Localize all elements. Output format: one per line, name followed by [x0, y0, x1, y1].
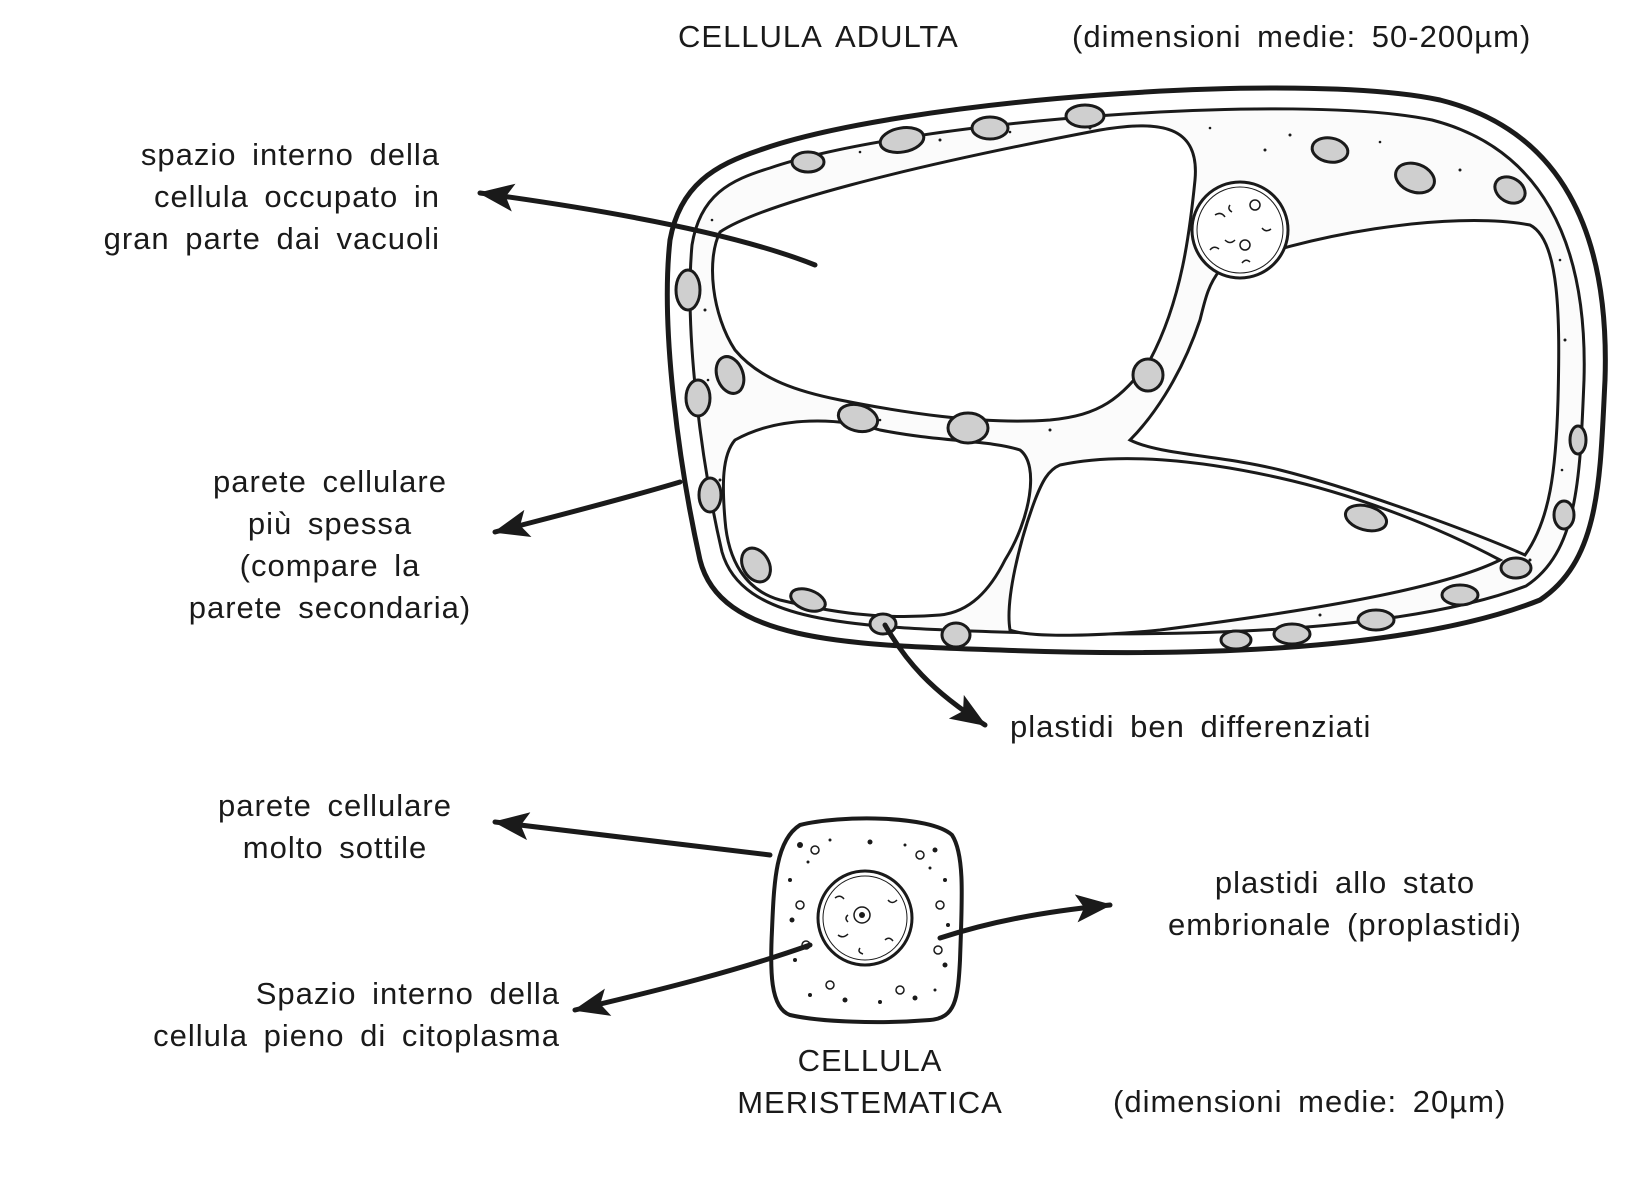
adult-plastids [674, 103, 1588, 651]
adult-cell-title: CELLULA ADULTA [678, 16, 959, 58]
meristem-nucleus [816, 869, 914, 967]
adult-cell-title-text: CELLULA ADULTA [678, 19, 959, 54]
adult-cell [664, 85, 1608, 656]
vacuole-lower-right [1007, 457, 1504, 637]
adult-cell-size-text: (dimensioni medie: 50-200µm) [1072, 19, 1532, 54]
label-line: più spessa [247, 506, 413, 541]
label-proplastidi: plastidi allo stato embrionale (proplast… [1115, 862, 1575, 946]
label-line: parete cellulare [213, 464, 447, 499]
arrow-citoplasma [572, 942, 813, 1016]
arrow-parete-spessa [492, 479, 683, 537]
label-parete-sottile: parete cellulare molto sottile [175, 785, 495, 869]
meristem-cell-title: CELLULA MERISTEMATICA [700, 1040, 1040, 1124]
label-line: embrionale (proplastidi) [1168, 907, 1522, 942]
proplastids [795, 845, 945, 995]
label-line: molto sottile [242, 830, 428, 865]
vacuole-right [1127, 219, 1561, 557]
meristem-cell [769, 816, 964, 1025]
meristem-cell-size-text: (dimensioni medie: 20µm) [1113, 1084, 1507, 1119]
meristem-title-line: MERISTEMATICA [737, 1085, 1003, 1120]
arrows [477, 183, 1113, 1016]
label-citoplasma: Spazio interno della cellula pieno di ci… [40, 973, 560, 1057]
adult-cell-size: (dimensioni medie: 50-200µm) [1072, 16, 1531, 58]
arrow-plastidi-diff [882, 622, 988, 728]
label-line: parete secondaria) [188, 590, 472, 625]
arrow-vacuoli [477, 183, 818, 268]
arrow-proplastidi [937, 894, 1113, 941]
arrow-parete-sottile [492, 812, 773, 858]
label-line: parete cellulare [218, 788, 452, 823]
label-line: Spazio interno della [255, 976, 560, 1011]
vacuole-lower-left [721, 419, 1033, 618]
meristem-cell-size: (dimensioni medie: 20µm) [1113, 1081, 1506, 1123]
meristem-title-line: CELLULA [797, 1043, 943, 1078]
label-vacuoli: spazio interno della cellula occupato in… [40, 134, 440, 260]
adult-nucleus [1190, 180, 1290, 280]
label-line: spazio interno della [140, 137, 440, 172]
label-line: (compare la [239, 548, 421, 583]
label-plastidi-differenziati: plastidi ben differenziati [1010, 706, 1371, 748]
label-line: plastidi allo stato [1214, 865, 1476, 900]
label-line: plastidi ben differenziati [1010, 709, 1372, 744]
label-line: cellula pieno di citoplasma [153, 1018, 560, 1053]
label-parete-spessa: parete cellulare più spessa (compare la … [150, 461, 510, 629]
meristem-cytoplasm-dots [788, 838, 950, 1004]
label-line: gran parte dai vacuoli [103, 221, 440, 256]
label-line: cellula occupato in [153, 179, 440, 214]
